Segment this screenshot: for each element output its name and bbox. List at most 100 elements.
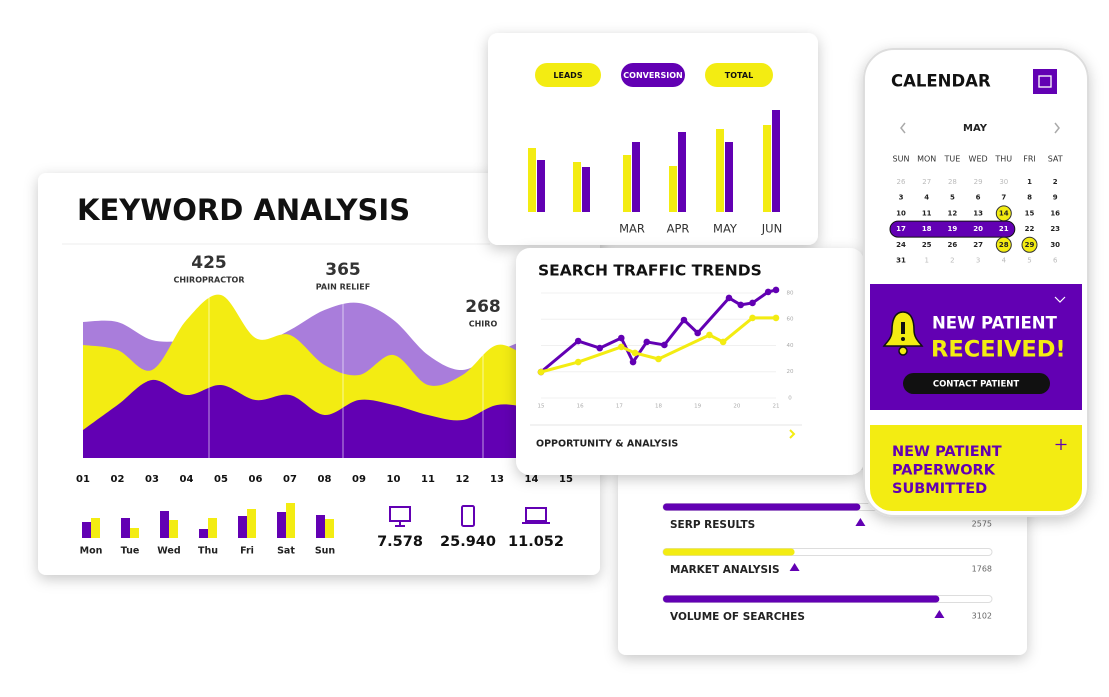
line-point bbox=[737, 301, 745, 309]
day[interactable]: 14 bbox=[999, 209, 1009, 217]
line-point bbox=[772, 286, 780, 294]
day[interactable]: 18 bbox=[922, 225, 932, 233]
expand-icon[interactable] bbox=[1055, 439, 1067, 450]
day[interactable]: 17 bbox=[896, 225, 906, 233]
x-tick-label: Wed bbox=[157, 546, 180, 557]
chevron-icon[interactable] bbox=[789, 429, 796, 439]
day[interactable]: 5 bbox=[950, 194, 955, 202]
day[interactable]: 15 bbox=[1025, 209, 1035, 217]
day[interactable]: 27 bbox=[922, 178, 931, 186]
y-tick-label: 40 bbox=[787, 343, 794, 349]
day[interactable]: 28 bbox=[999, 241, 1009, 249]
day[interactable]: 31 bbox=[896, 257, 906, 265]
marked-day[interactable] bbox=[1021, 236, 1038, 253]
filter-button[interactable] bbox=[621, 63, 685, 87]
marked-day[interactable] bbox=[995, 236, 1012, 253]
prev-month[interactable] bbox=[900, 122, 906, 134]
day[interactable]: 27 bbox=[973, 241, 983, 249]
day[interactable]: 7 bbox=[1001, 194, 1006, 202]
bell-mark-dot bbox=[901, 337, 905, 341]
line-point bbox=[629, 358, 637, 366]
x-tick-label: 15 bbox=[538, 404, 545, 410]
day[interactable]: 11 bbox=[922, 209, 932, 217]
ranking-value: 3102 bbox=[972, 612, 992, 621]
day[interactable]: 29 bbox=[1025, 241, 1035, 249]
x-tick-label: 19 bbox=[694, 404, 701, 410]
day[interactable]: 29 bbox=[974, 178, 983, 186]
day[interactable]: 28 bbox=[948, 178, 957, 186]
day[interactable]: 23 bbox=[1050, 225, 1060, 233]
day[interactable]: 22 bbox=[1025, 225, 1035, 233]
x-tick-label: 18 bbox=[655, 404, 662, 410]
x-tick-label: Fri bbox=[240, 546, 254, 557]
day[interactable]: 24 bbox=[896, 241, 906, 249]
line-point bbox=[719, 338, 727, 346]
progress-marker bbox=[855, 518, 866, 526]
day[interactable]: 9 bbox=[1053, 194, 1058, 202]
notice-line: NEW PATIENT bbox=[932, 314, 1058, 333]
day[interactable]: 30 bbox=[1050, 241, 1060, 249]
contact-button-label[interactable]: CONTACT PATIENT bbox=[933, 380, 1020, 390]
line-point bbox=[617, 343, 625, 351]
x-tick-label: Tue bbox=[121, 546, 140, 557]
collapse-icon[interactable] bbox=[1054, 296, 1066, 303]
filter-button-label[interactable]: CONVERSION bbox=[623, 71, 682, 80]
day[interactable]: 13 bbox=[973, 209, 983, 217]
filter-button[interactable] bbox=[705, 63, 773, 87]
x-tick-label: 11 bbox=[421, 474, 435, 485]
calendar-icon[interactable] bbox=[1033, 69, 1057, 94]
bar bbox=[772, 110, 780, 212]
bar bbox=[277, 512, 286, 538]
x-tick-label: 06 bbox=[249, 474, 263, 485]
day[interactable]: 5 bbox=[1027, 257, 1031, 265]
day[interactable]: 12 bbox=[948, 209, 958, 217]
day[interactable]: 3 bbox=[899, 194, 904, 202]
day[interactable]: 1 bbox=[924, 257, 928, 265]
line-point bbox=[574, 337, 582, 345]
x-tick-label: 09 bbox=[352, 474, 366, 485]
day[interactable]: 8 bbox=[1027, 194, 1032, 202]
day[interactable]: 26 bbox=[948, 241, 958, 249]
highlight-value: 365 bbox=[325, 260, 361, 280]
filter-button[interactable] bbox=[535, 63, 601, 87]
day[interactable]: 2 bbox=[950, 257, 954, 265]
day[interactable]: 6 bbox=[1053, 257, 1058, 265]
day[interactable]: 16 bbox=[1050, 209, 1060, 217]
day[interactable]: 20 bbox=[973, 225, 983, 233]
day[interactable]: 4 bbox=[1002, 257, 1007, 265]
filter-button-label[interactable]: LEADS bbox=[553, 71, 582, 80]
day[interactable]: 6 bbox=[976, 194, 981, 202]
next-month[interactable] bbox=[1054, 122, 1060, 134]
contact-button[interactable] bbox=[903, 373, 1050, 394]
day[interactable]: 2 bbox=[1053, 178, 1058, 186]
day[interactable]: 19 bbox=[948, 225, 958, 233]
line-point bbox=[537, 368, 545, 376]
tablet-icon bbox=[461, 505, 475, 527]
x-tick-label: 16 bbox=[577, 404, 584, 410]
y-tick-label: 60 bbox=[787, 317, 794, 323]
footer-link[interactable]: OPPORTUNITY & ANALYSIS bbox=[536, 439, 678, 450]
bar bbox=[130, 528, 139, 538]
bar bbox=[160, 511, 169, 538]
progress-fill bbox=[663, 503, 861, 511]
day[interactable]: 26 bbox=[897, 178, 906, 186]
progress-marker bbox=[789, 563, 800, 571]
day[interactable]: 1 bbox=[1027, 178, 1032, 186]
day[interactable]: 4 bbox=[924, 194, 929, 202]
day[interactable]: 21 bbox=[999, 225, 1009, 233]
day[interactable]: 30 bbox=[999, 178, 1008, 186]
filter-button-label[interactable]: TOTAL bbox=[725, 71, 753, 80]
desktop-stand bbox=[395, 521, 405, 527]
x-tick-label: 01 bbox=[76, 474, 90, 485]
day[interactable]: 10 bbox=[896, 209, 906, 217]
month-label: MAY bbox=[963, 123, 988, 134]
day[interactable]: 3 bbox=[976, 257, 980, 265]
weekday-label: WED bbox=[969, 155, 988, 164]
bar bbox=[678, 132, 686, 212]
ranking-label: MARKET ANALYSIS bbox=[670, 564, 780, 576]
highlight-value: 268 bbox=[465, 297, 501, 317]
x-tick-label: 03 bbox=[145, 474, 159, 485]
day[interactable]: 25 bbox=[922, 241, 932, 249]
paperwork-line: NEW PATIENT bbox=[892, 444, 1002, 460]
